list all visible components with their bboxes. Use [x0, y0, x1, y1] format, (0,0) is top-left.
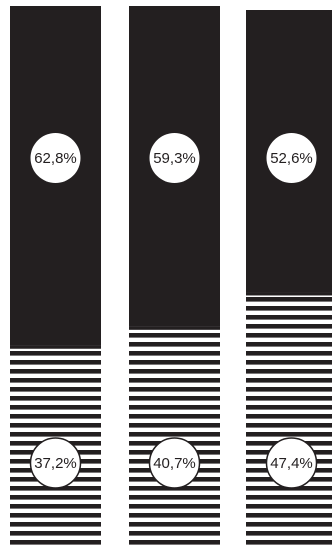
data-label-circle-striped-3	[265, 437, 318, 489]
bar-split-rule-2	[129, 326, 220, 330]
bar-segment-striped-2	[129, 326, 220, 547]
data-label-solid-2: 59,3%	[153, 150, 196, 167]
bar-segment-striped-3	[246, 292, 332, 547]
data-label-solid-3: 52,6%	[270, 150, 313, 167]
data-label-striped-3: 47,4%	[270, 455, 313, 472]
data-label-circle-solid-1	[30, 133, 81, 183]
bar-split-rule-3	[246, 292, 332, 296]
data-label-striped-2: 40,7%	[153, 455, 196, 472]
bar-split-rule-1	[10, 345, 101, 349]
data-label-circle-striped-1	[29, 437, 82, 489]
data-label-circle-striped-2	[148, 437, 201, 489]
data-label-circle-solid-3	[266, 133, 317, 183]
data-label-striped-1: 37,2%	[34, 455, 77, 472]
data-label-circle-solid-2	[149, 133, 200, 183]
data-label-solid-1: 62,8%	[34, 150, 77, 167]
